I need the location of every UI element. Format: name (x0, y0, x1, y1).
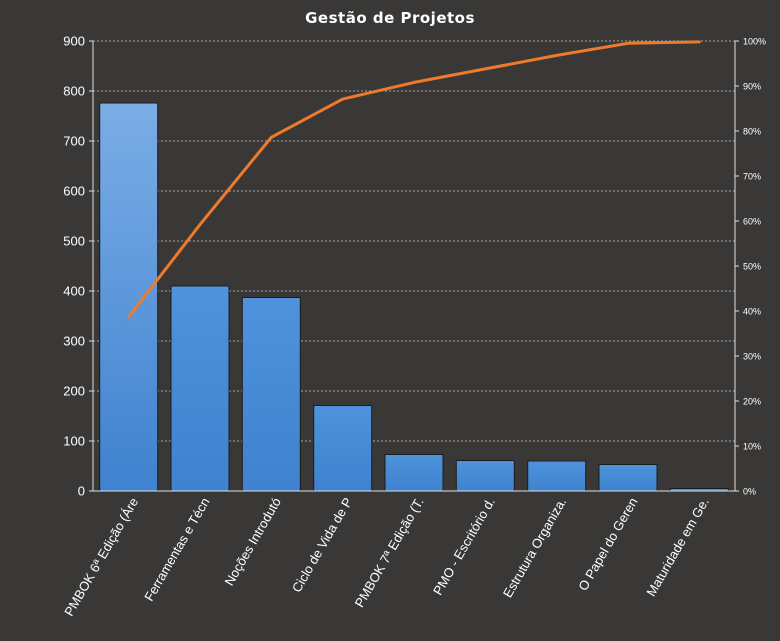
y2-tick-label: 70% (743, 172, 761, 182)
y2-tick-label: 10% (743, 442, 761, 452)
bar (527, 460, 587, 492)
x-tick-label: O Papel do Geren (575, 495, 640, 593)
y-tick-label: 600 (63, 184, 85, 199)
y2-tick-label: 90% (743, 82, 761, 92)
x-tick-label: Noções Introdutó (221, 495, 283, 588)
y-tick-label: 100 (63, 434, 85, 449)
x-tick-label: PMBOK 7ª Edição (T. (352, 495, 427, 610)
y-tick-label: 800 (63, 84, 85, 99)
cumulative-line-series (127, 40, 701, 319)
x-tick-label: PMO - Escritório d. (430, 495, 498, 598)
y-tick-label: 0 (78, 484, 85, 499)
y2-tick-label: 30% (743, 352, 761, 362)
x-tick-label: PMBOK 6ª Edição (Áre (61, 495, 141, 619)
y2-tick-label: 20% (743, 397, 761, 407)
y2-tick-label: 100% (743, 37, 766, 47)
bar (99, 102, 159, 492)
y-tick-label: 700 (63, 134, 85, 149)
y2-tick-label: 60% (743, 217, 761, 227)
y2-tick-label: 50% (743, 262, 761, 272)
bar (170, 285, 230, 492)
x-tick-label: Maturidade em Ge. (643, 495, 712, 599)
bar (598, 464, 658, 492)
chart-title: Gestão de Projetos (305, 9, 475, 27)
bar-series (99, 102, 729, 492)
bar (241, 297, 301, 492)
y-tick-label: 300 (63, 334, 85, 349)
y2-tick-label: 40% (743, 307, 761, 317)
y-tick-label: 900 (63, 34, 85, 49)
x-tick-label: Ciclo de Vida de P (289, 495, 355, 595)
gridlines (93, 40, 735, 442)
y-tick-label: 200 (63, 384, 85, 399)
x-tick-label: Ferramentas e Técn (141, 495, 212, 604)
bar (313, 405, 373, 492)
secondary-y-tick-labels: 0% 10% 20% 30% 40% 50% 60% 70% 80% 90% 100% (743, 37, 766, 497)
y-tick-label: 400 (63, 284, 85, 299)
y-tick-label: 500 (63, 234, 85, 249)
axes (89, 40, 739, 492)
y2-tick-label: 0% (743, 487, 756, 497)
bar (455, 460, 515, 492)
x-tick-label: Estrutura Organiza. (500, 495, 569, 600)
y2-tick-label: 80% (743, 127, 761, 137)
cumulative-line (127, 40, 701, 319)
primary-y-tick-labels: 0 100 200 300 400 500 600 700 800 900 (63, 34, 85, 499)
bar (384, 454, 444, 492)
category-tick-labels: PMBOK 6ª Edição (Áre Ferramentas e Técn No… (61, 495, 712, 619)
